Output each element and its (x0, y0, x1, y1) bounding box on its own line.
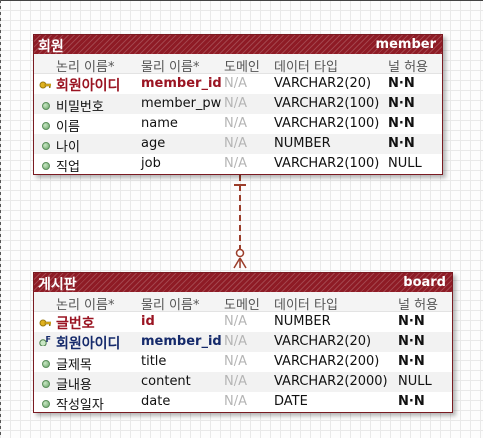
attribute-dot-icon (39, 160, 51, 170)
attribute-null: N·N (398, 334, 425, 349)
attribute-type: VARCHAR2(100) (274, 116, 380, 131)
entity-physical-name: member (375, 37, 436, 52)
attribute-dot-icon (39, 120, 51, 130)
entity-logical-name: 게시판 (38, 277, 77, 293)
attribute-dot-icon (39, 100, 51, 110)
col-header-type: 데이터 타입 (274, 298, 338, 313)
entity-logical-name: 회원 (38, 39, 64, 55)
attribute-dot-icon (39, 398, 51, 408)
attribute-domain: N/A (224, 76, 247, 91)
attribute-physical: name (141, 116, 178, 131)
attribute-row-pk[interactable]: 회원아이디 member_id N/A VARCHAR2(20) N·N (34, 74, 442, 94)
attribute-domain: N/A (224, 116, 247, 131)
attribute-null: NULL (388, 156, 422, 171)
col-header-domain: 도메인 (224, 60, 260, 75)
attribute-physical: title (141, 354, 167, 369)
attribute-row-fk[interactable]: F 회원아이디 member_id N/A VARCHAR2(20) N·N (34, 332, 452, 352)
attribute-row[interactable]: 글내용 content N/A VARCHAR2(2000) NULL (34, 372, 452, 393)
attribute-logical: 회원아이디 (56, 336, 121, 352)
attribute-domain: N/A (224, 156, 247, 171)
attribute-domain: N/A (224, 334, 247, 349)
attribute-null: N·N (388, 116, 415, 131)
attribute-null: N·N (398, 394, 425, 409)
attribute-row[interactable]: 글제목 title N/A VARCHAR2(200) N·N (34, 352, 452, 373)
optional-circle (235, 248, 245, 258)
canvas-top-border (0, 0, 483, 1)
attribute-physical: content (141, 374, 191, 389)
attribute-row[interactable]: 비밀번호 member_pw N/A VARCHAR2(100) N·N (34, 94, 442, 115)
attribute-null: N·N (398, 314, 425, 329)
attribute-logical: 글내용 (56, 378, 92, 393)
attribute-domain: N/A (224, 136, 247, 151)
crow-foot-left (233, 257, 241, 269)
column-header-row: 논리 이름* 물리 이름* 도메인 데이터 타입 널 허용 (34, 54, 442, 75)
crow-foot-right (239, 257, 247, 269)
attribute-row-pk[interactable]: 글번호 id N/A NUMBER N·N (34, 312, 452, 332)
attribute-physical: date (141, 394, 171, 409)
attribute-null: N·N (398, 354, 425, 369)
attribute-logical: 작성일자 (56, 398, 104, 413)
attribute-domain: N/A (224, 354, 247, 369)
attribute-physical: member_pw (141, 96, 222, 111)
col-header-logical: 논리 이름* (56, 298, 115, 313)
column-header-row: 논리 이름* 물리 이름* 도메인 데이터 타입 널 허용 (34, 292, 452, 313)
attribute-physical: age (141, 136, 166, 151)
primary-key-icon (39, 319, 51, 327)
entity-header[interactable]: 게시판 board (34, 273, 452, 293)
attribute-type: VARCHAR2(100) (274, 156, 380, 171)
attribute-row[interactable]: 나이 age N/A NUMBER N·N (34, 134, 442, 155)
attribute-logical: 나이 (56, 140, 80, 155)
col-header-logical: 논리 이름* (56, 60, 115, 75)
attribute-row[interactable]: 직업 job N/A VARCHAR2(100) NULL (34, 154, 442, 175)
entity-member[interactable]: 회원 member 논리 이름* 물리 이름* 도메인 데이터 타입 널 허용 … (33, 34, 443, 175)
col-header-null: 널 허용 (398, 298, 439, 313)
attribute-domain: N/A (224, 314, 247, 329)
col-header-physical: 물리 이름* (141, 298, 200, 313)
attribute-domain: N/A (224, 394, 247, 409)
attribute-physical: job (141, 156, 161, 171)
attribute-logical: 회원아이디 (56, 78, 121, 94)
attribute-null: N·N (388, 136, 415, 151)
attribute-null: NULL (398, 374, 432, 389)
attribute-type: VARCHAR2(2000) (274, 374, 388, 389)
attribute-type: VARCHAR2(200) (274, 354, 380, 369)
attribute-null: N·N (388, 76, 415, 91)
attribute-type: VARCHAR2(20) (274, 334, 372, 349)
attribute-dot-icon (39, 358, 51, 368)
attribute-physical: id (141, 314, 155, 329)
attribute-logical: 직업 (56, 160, 80, 175)
attribute-logical: 글제목 (56, 358, 92, 373)
attribute-type: VARCHAR2(20) (274, 76, 372, 91)
attribute-type: NUMBER (274, 314, 331, 329)
attribute-logical: 비밀번호 (56, 100, 104, 115)
attribute-logical: 이름 (56, 120, 80, 135)
col-header-null: 널 허용 (388, 60, 429, 75)
svg-text:F: F (46, 336, 51, 344)
attribute-physical: member_id (141, 334, 222, 349)
attribute-type: VARCHAR2(100) (274, 96, 380, 111)
attribute-domain: N/A (224, 374, 247, 389)
entity-header[interactable]: 회원 member (34, 35, 442, 55)
attribute-null: N·N (388, 96, 415, 111)
primary-key-icon (39, 81, 51, 89)
entity-board[interactable]: 게시판 board 논리 이름* 물리 이름* 도메인 데이터 타입 널 허용 … (33, 272, 453, 413)
attribute-domain: N/A (224, 96, 247, 111)
attribute-row[interactable]: 이름 name N/A VARCHAR2(100) N·N (34, 114, 442, 135)
foreign-key-icon: F (39, 336, 51, 346)
attribute-type: DATE (274, 394, 308, 409)
attribute-dot-icon (39, 140, 51, 150)
col-header-type: 데이터 타입 (274, 60, 338, 75)
col-header-physical: 물리 이름* (141, 60, 200, 75)
attribute-dot-icon (39, 378, 51, 388)
attribute-row[interactable]: 작성일자 date N/A DATE N·N (34, 392, 452, 413)
col-header-domain: 도메인 (224, 298, 260, 313)
canvas-left-border (0, 0, 1, 438)
attribute-logical: 글번호 (56, 316, 95, 332)
entity-physical-name: board (403, 275, 446, 290)
attribute-type: NUMBER (274, 136, 331, 151)
attribute-physical: member_id (141, 76, 222, 91)
